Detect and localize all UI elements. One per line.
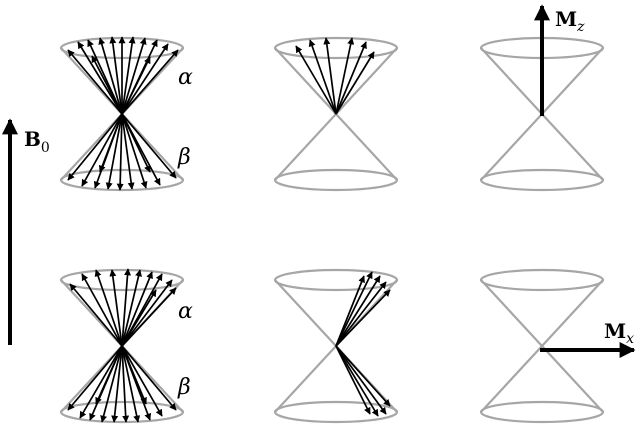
cone-row2-col1-random-spins xyxy=(59,268,185,424)
spin-vectors-alpha-row2 xyxy=(69,268,177,347)
spin-vectors-beta xyxy=(67,113,177,191)
beta-label-top: β xyxy=(177,145,191,170)
beta-label-bottom: β xyxy=(177,375,191,400)
b0-symbol: B xyxy=(24,127,41,151)
spin-vectors-beta-row2 xyxy=(67,345,177,423)
cone-row1-col2-alpha-excess xyxy=(273,36,399,192)
spin-vectors-alpha-excess xyxy=(295,37,375,115)
spin-vectors-coherent-alpha xyxy=(335,271,391,347)
mz-subscript: z xyxy=(576,19,585,35)
cone-row1-col1-random-spins xyxy=(59,36,185,192)
spin-vectors-coherent-beta xyxy=(335,345,391,417)
b0-label: B0 xyxy=(24,127,50,156)
spin-vectors-alpha xyxy=(67,36,179,115)
cone-row2-col3-net-mx xyxy=(479,268,605,424)
alpha-label-bottom: α xyxy=(178,299,193,324)
mz-label: Mz xyxy=(555,7,585,35)
cone-row2-col2-phase-coherent xyxy=(273,268,399,424)
mx-subscript: x xyxy=(626,331,634,347)
alpha-label-top: α xyxy=(178,65,193,90)
mx-symbol: M xyxy=(604,319,626,343)
b0-subscript: 0 xyxy=(41,140,50,156)
mx-label: Mx xyxy=(604,319,634,347)
mz-symbol: M xyxy=(555,7,577,31)
